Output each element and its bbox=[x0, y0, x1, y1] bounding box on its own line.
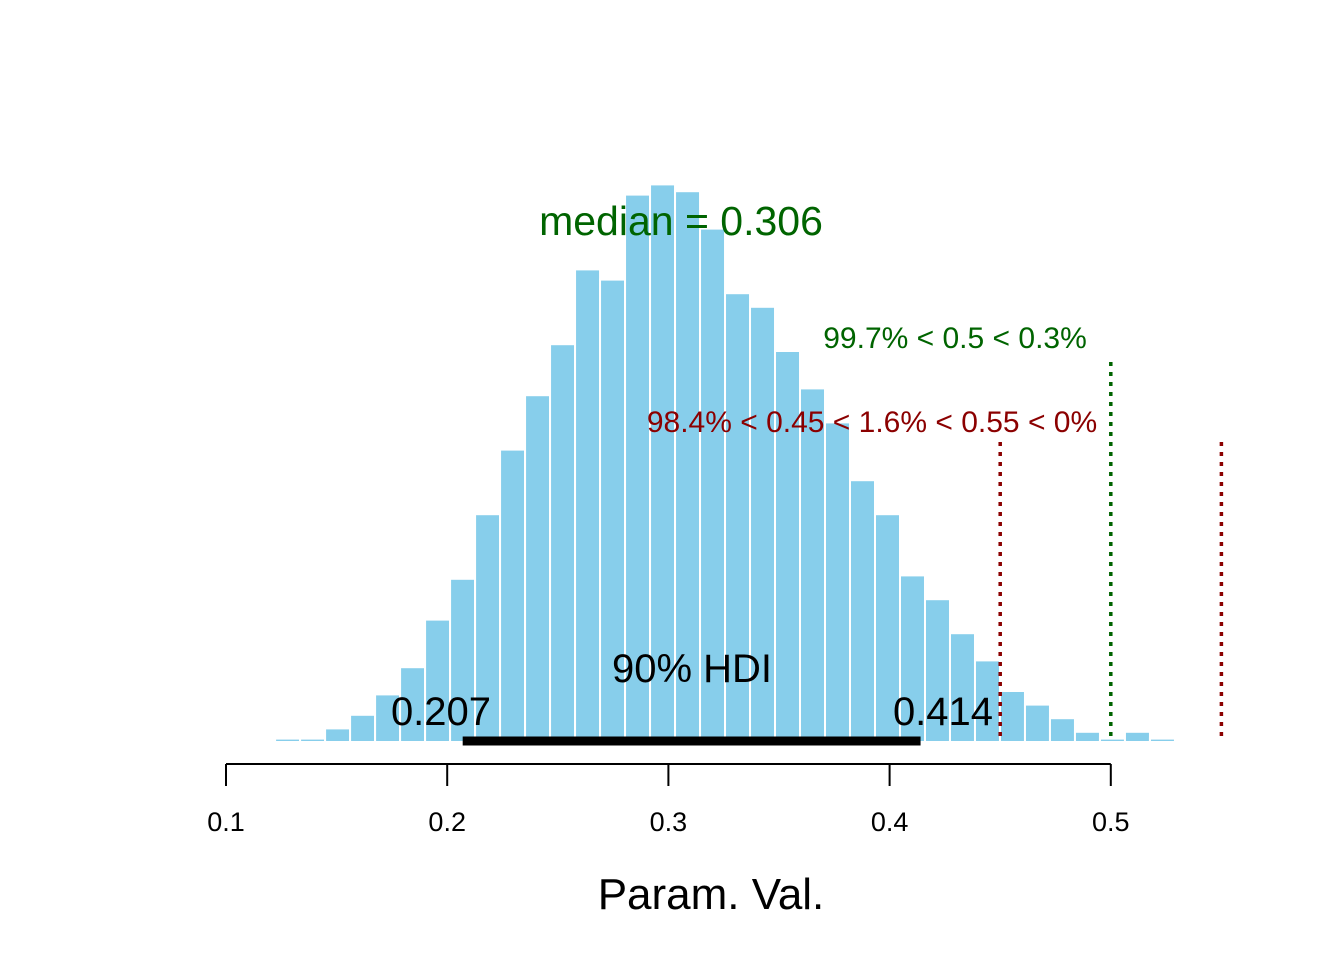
histogram-bar bbox=[549, 343, 577, 743]
histogram-bar bbox=[824, 421, 852, 743]
histogram-bar bbox=[674, 190, 702, 743]
histogram-bar bbox=[274, 737, 302, 743]
histogram-bar bbox=[724, 292, 752, 743]
histogram-bar bbox=[499, 448, 527, 743]
histogram-bar bbox=[349, 713, 377, 743]
x-axis: 0.1 0.2 0.3 0.4 0.5 bbox=[207, 763, 1130, 837]
histogram-bar bbox=[649, 183, 677, 743]
x-axis-tick-label: 0.4 bbox=[871, 807, 909, 837]
median-label: median = 0.306 bbox=[539, 198, 823, 244]
histogram-bar bbox=[898, 574, 926, 744]
histogram-bar bbox=[799, 387, 827, 743]
x-axis-tick-label: 0.3 bbox=[650, 807, 688, 837]
x-axis-tick-label: 0.2 bbox=[428, 807, 466, 837]
histogram-bar bbox=[1048, 717, 1076, 744]
histogram-bar bbox=[474, 513, 502, 744]
histogram-bar bbox=[1198, 739, 1226, 743]
x-axis-tick-label: 0.5 bbox=[1092, 807, 1130, 837]
histogram-bar bbox=[299, 737, 327, 743]
comparison-label: 99.7% < 0.5 < 0.3% bbox=[823, 322, 1087, 355]
histogram-bar bbox=[374, 693, 402, 744]
histogram-bar bbox=[1073, 730, 1101, 743]
hdi-low-label: 0.207 bbox=[391, 690, 491, 734]
histogram-bar bbox=[973, 659, 1001, 744]
histogram-bar bbox=[874, 513, 901, 744]
hdi-high-label: 0.414 bbox=[893, 690, 993, 734]
x-axis-tick-label: 0.1 bbox=[207, 807, 245, 837]
histogram-bar bbox=[324, 727, 352, 744]
histogram-bar bbox=[1148, 737, 1176, 743]
histogram-bar bbox=[998, 690, 1026, 743]
histogram-bars bbox=[274, 183, 1226, 744]
histogram-bar bbox=[1098, 737, 1126, 743]
histogram-bar bbox=[948, 632, 976, 744]
histogram-bar bbox=[574, 268, 602, 743]
x-axis-title: Param. Val. bbox=[598, 870, 825, 919]
histogram-bar bbox=[399, 666, 427, 744]
histogram-bar bbox=[524, 394, 552, 743]
histogram-bar bbox=[1123, 730, 1151, 743]
hdi-label: 90% HDI bbox=[612, 647, 772, 691]
histogram-bar bbox=[849, 479, 877, 743]
histogram-bar bbox=[1023, 703, 1051, 743]
rope-label: 98.4% < 0.45 < 1.6% < 0.55 < 0% bbox=[647, 406, 1097, 439]
histogram-bar bbox=[449, 577, 477, 743]
